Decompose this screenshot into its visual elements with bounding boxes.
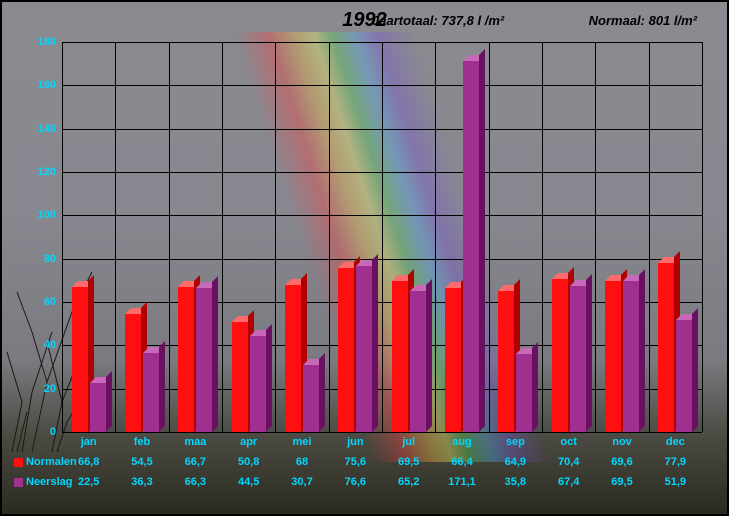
chart-container: 1992 Jaartotaal: 737,8 l /m² Normaal: 80… [0,0,729,516]
data-cell: 36,3 [131,476,152,488]
bar-normalen-sep [498,291,514,432]
data-cell: 51,9 [665,476,686,488]
gridline-v [595,42,596,432]
data-cell: 54,5 [131,456,152,468]
bar-neerslag-jun [356,266,372,432]
x-label-maa: maa [184,436,206,448]
gridline-v [329,42,330,432]
x-label-aug: aug [452,436,472,448]
data-cell: 77,9 [665,456,686,468]
data-cell: 67,4 [558,476,579,488]
legend-swatch [14,478,23,487]
data-cell: 22,5 [78,476,99,488]
data-cell: 66,3 [185,476,206,488]
x-label-feb: feb [134,436,151,448]
y-axis-label: 80 [44,253,56,265]
gridline-v [435,42,436,432]
bar-neerslag-jul [410,291,426,432]
y-axis-label: 160 [38,79,56,91]
data-cell: 69,6 [611,456,632,468]
bar-neerslag-mei [303,365,319,432]
y-axis-label: 40 [44,339,56,351]
data-cell: 66,7 [185,456,206,468]
gridline-v [62,42,63,432]
gridline-v [702,42,703,432]
y-axis-label: 20 [44,383,56,395]
bar-normalen-jan [72,287,88,432]
x-label-apr: apr [240,436,257,448]
chart-header: 1992 Jaartotaal: 737,8 l /m² Normaal: 80… [2,6,727,34]
bar-normalen-feb [125,314,141,432]
bar-neerslag-oct [570,286,586,432]
bar-neerslag-feb [143,353,159,432]
bar-normalen-oct [552,279,568,432]
x-label-sep: sep [506,436,525,448]
bar-normalen-apr [232,322,248,432]
chart-subtitle-normaal: Normaal: 801 l/m² [589,13,697,28]
data-cell: 75,6 [345,456,366,468]
data-cell: 69,5 [611,476,632,488]
gridline-h [62,432,702,433]
data-cell: 66,4 [451,456,472,468]
y-axis-label: 0 [50,426,56,438]
data-cell: 70,4 [558,456,579,468]
bar-neerslag-aug [463,61,479,432]
bar-neerslag-apr [250,336,266,432]
legend-label: Normalen [26,456,77,468]
bar-normalen-jul [392,281,408,432]
bar-neerslag-nov [623,281,639,432]
gridline-v [382,42,383,432]
y-axis-label: 140 [38,123,56,135]
y-axis-label: 60 [44,296,56,308]
x-label-jun: jun [347,436,364,448]
data-table: Normalen66,8 54,5 66,7 50,8 68 75,6 69,5 66,4 64… [12,454,712,494]
data-cell: 65,2 [398,476,419,488]
gridline-v [115,42,116,432]
data-cell: 76,6 [345,476,366,488]
legend-label: Neerslag [26,476,72,488]
x-label-dec: dec [666,436,685,448]
bar-neerslag-sep [516,354,532,432]
data-cell: 69,5 [398,456,419,468]
gridline-v [649,42,650,432]
gridline-v [275,42,276,432]
bar-normalen-nov [605,281,621,432]
gridline-v [222,42,223,432]
bar-normalen-dec [658,263,674,432]
y-axis-label: 100 [38,209,56,221]
bar-neerslag-jan [90,383,106,432]
data-cell: 68 [296,456,308,468]
legend-swatch [14,458,23,467]
gridline-v [489,42,490,432]
bar-normalen-maa [178,287,194,432]
plot-area: 020406080100120140160180 [62,42,702,432]
x-label-oct: oct [560,436,577,448]
gridline-v [169,42,170,432]
data-cell: 44,5 [238,476,259,488]
bar-normalen-aug [445,288,461,432]
data-cell: 50,8 [238,456,259,468]
bar-neerslag-maa [196,288,212,432]
x-axis-labels: jan feb maa apr mei jun jul aug sep oct nov dec [62,436,702,452]
legend-row-neerslag: Neerslag 22,5 36,3 66,3 44,5 30,7 76,6 65,2 171,… [12,474,712,494]
x-label-mei: mei [293,436,312,448]
bar-neerslag-dec [676,320,692,432]
data-cell: 64,9 [505,456,526,468]
bar-normalen-jun [338,268,354,432]
data-cell: 35,8 [505,476,526,488]
legend-row-normalen: Normalen66,8 54,5 66,7 50,8 68 75,6 69,5 66,4 64… [12,454,712,474]
gridline-v [542,42,543,432]
chart-subtitle-jaartotaal: Jaartotaal: 737,8 l /m² [372,13,504,28]
data-cell: 171,1 [448,476,476,488]
x-label-jan: jan [81,436,97,448]
y-axis-label: 180 [38,36,56,48]
data-cell: 66,8 [78,456,99,468]
x-label-nov: nov [612,436,632,448]
y-axis-label: 120 [38,166,56,178]
x-label-jul: jul [402,436,415,448]
bar-normalen-mei [285,285,301,432]
data-cell: 30,7 [291,476,312,488]
